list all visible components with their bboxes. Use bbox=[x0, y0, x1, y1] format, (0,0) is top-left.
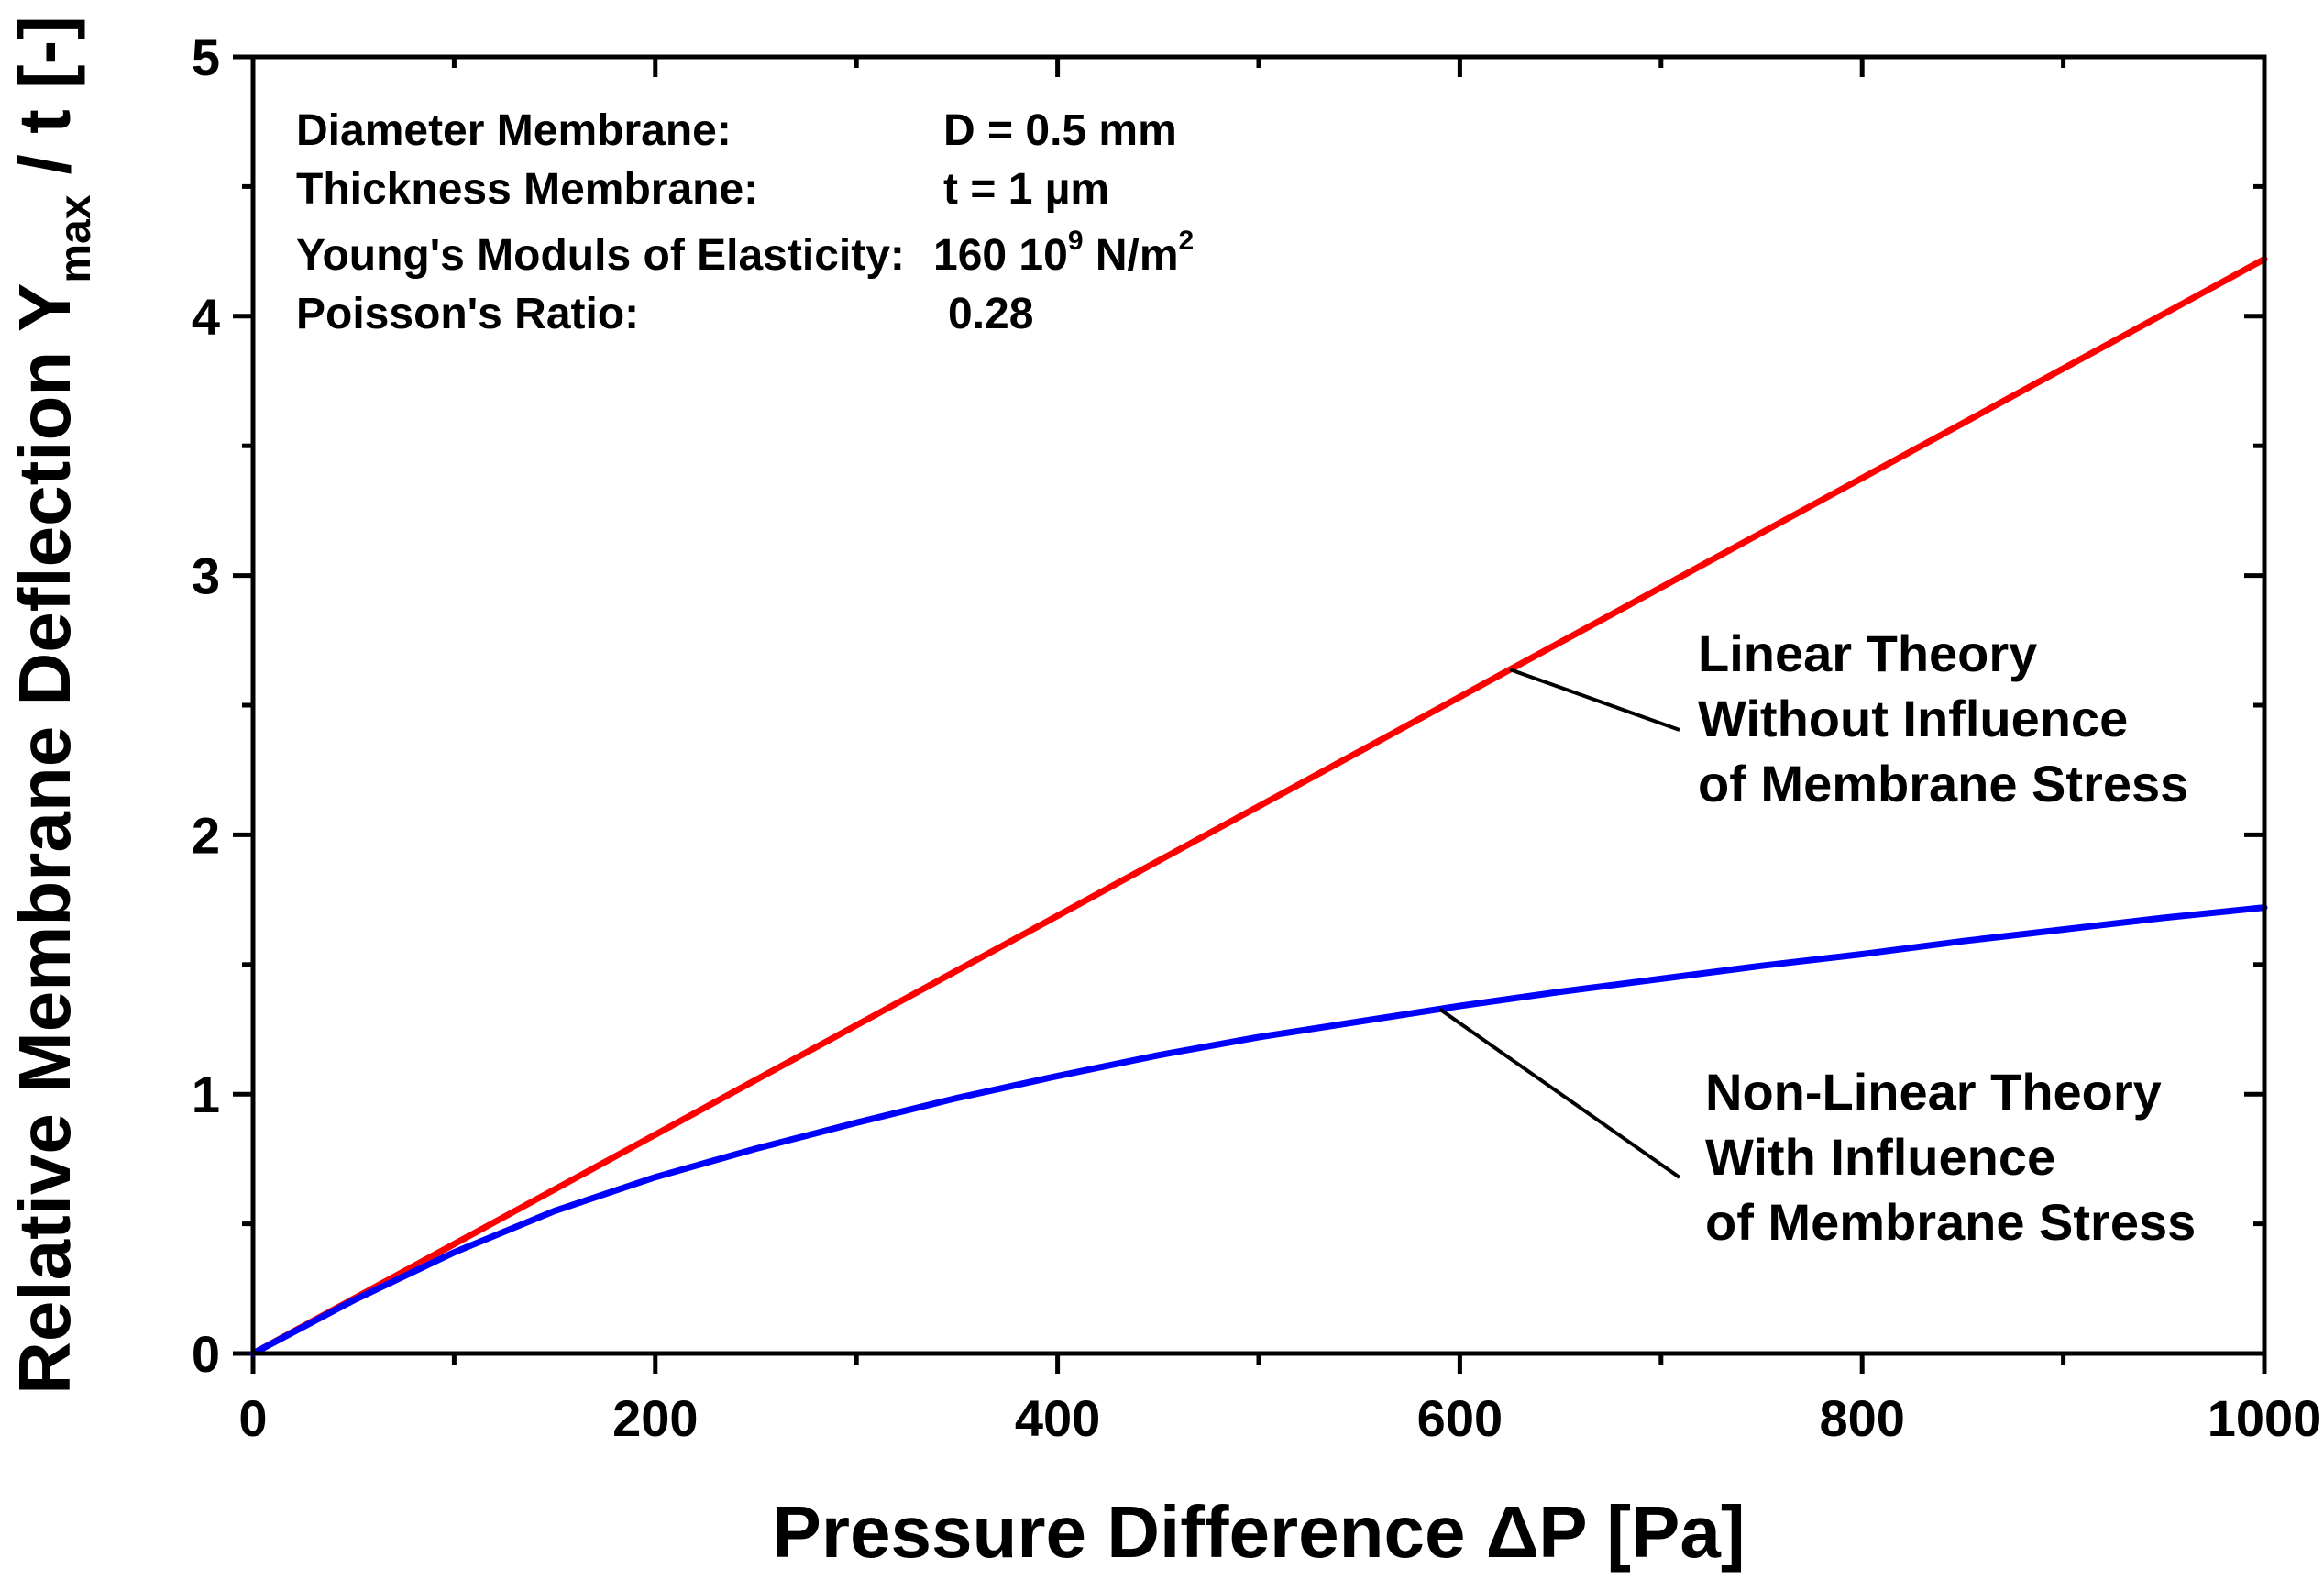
info-box: Diameter Membrane: D = 0.5 mm Thickness … bbox=[296, 106, 1194, 338]
info-value-sup: 9 bbox=[1068, 226, 1084, 256]
series-layer bbox=[249, 256, 2268, 1357]
annotation-line: of Membrane Stress bbox=[1698, 755, 2188, 812]
y-axis-label-main: Relative Membrane Deflection Y bbox=[4, 283, 85, 1395]
x-axis-label: Pressure Difference ΔP [Pa] bbox=[773, 1491, 1746, 1573]
annotation-linear: Linear Theory Without Influence of Membr… bbox=[1698, 624, 2188, 812]
info-label: Poisson's Ratio: bbox=[296, 290, 639, 338]
info-value-main: 160 10 bbox=[933, 231, 1068, 280]
leaders-layer bbox=[1438, 668, 1681, 1179]
y-tick-label: 2 bbox=[192, 806, 220, 864]
y-tick-label: 1 bbox=[192, 1066, 220, 1123]
x-tick-label: 0 bbox=[238, 1389, 267, 1447]
ticks-layer: 0 200 400 600 800 1000 0 1 2 3 4 5 bbox=[192, 28, 2321, 1447]
annotation-line: Linear Theory bbox=[1698, 624, 2037, 682]
y-axis-label-tail: / t [-] bbox=[4, 16, 85, 194]
info-label: Young's Moduls of Elasticity: bbox=[296, 231, 905, 280]
series-nonlinear-line bbox=[249, 904, 2268, 1357]
info-value: D = 0.5 mm bbox=[943, 106, 1177, 155]
plot-frame bbox=[250, 54, 2267, 1356]
info-label: Thickness Membrane: bbox=[296, 165, 758, 214]
y-tick-label: 5 bbox=[192, 28, 220, 86]
series-linear-line bbox=[249, 256, 2268, 1357]
y-axis-label-sub: max bbox=[51, 194, 100, 282]
annotation-line: Non-Linear Theory bbox=[1705, 1063, 2162, 1121]
x-tick-label: 200 bbox=[612, 1389, 698, 1447]
info-value: 160 109 N/m2 bbox=[933, 226, 1194, 280]
info-value-tail: N/m bbox=[1084, 231, 1179, 280]
x-tick-label: 600 bbox=[1417, 1389, 1503, 1447]
info-value: t = 1 µm bbox=[943, 165, 1109, 214]
info-value: 0.28 bbox=[948, 290, 1033, 338]
annotation-nonlinear: Non-Linear Theory With Influence of Memb… bbox=[1705, 1063, 2196, 1251]
annotation-leader-line bbox=[1438, 1007, 1681, 1179]
y-tick-label: 3 bbox=[192, 547, 220, 605]
annotation-line: of Membrane Stress bbox=[1705, 1193, 2196, 1251]
annotation-line: Without Influence bbox=[1698, 690, 2128, 747]
annotation-line: With Influence bbox=[1705, 1128, 2055, 1186]
x-tick-label: 800 bbox=[1819, 1389, 1904, 1447]
y-tick-label: 4 bbox=[192, 288, 220, 346]
y-tick-label: 0 bbox=[192, 1325, 220, 1383]
y-axis-label: Relative Membrane Deflection Ymax / t [-… bbox=[4, 16, 100, 1395]
x-tick-label: 400 bbox=[1015, 1389, 1100, 1447]
annotation-leader-line bbox=[1509, 668, 1680, 732]
info-label: Diameter Membrane: bbox=[296, 106, 732, 155]
info-value-sup2: 2 bbox=[1179, 226, 1195, 256]
x-tick-label: 1000 bbox=[2208, 1389, 2322, 1447]
